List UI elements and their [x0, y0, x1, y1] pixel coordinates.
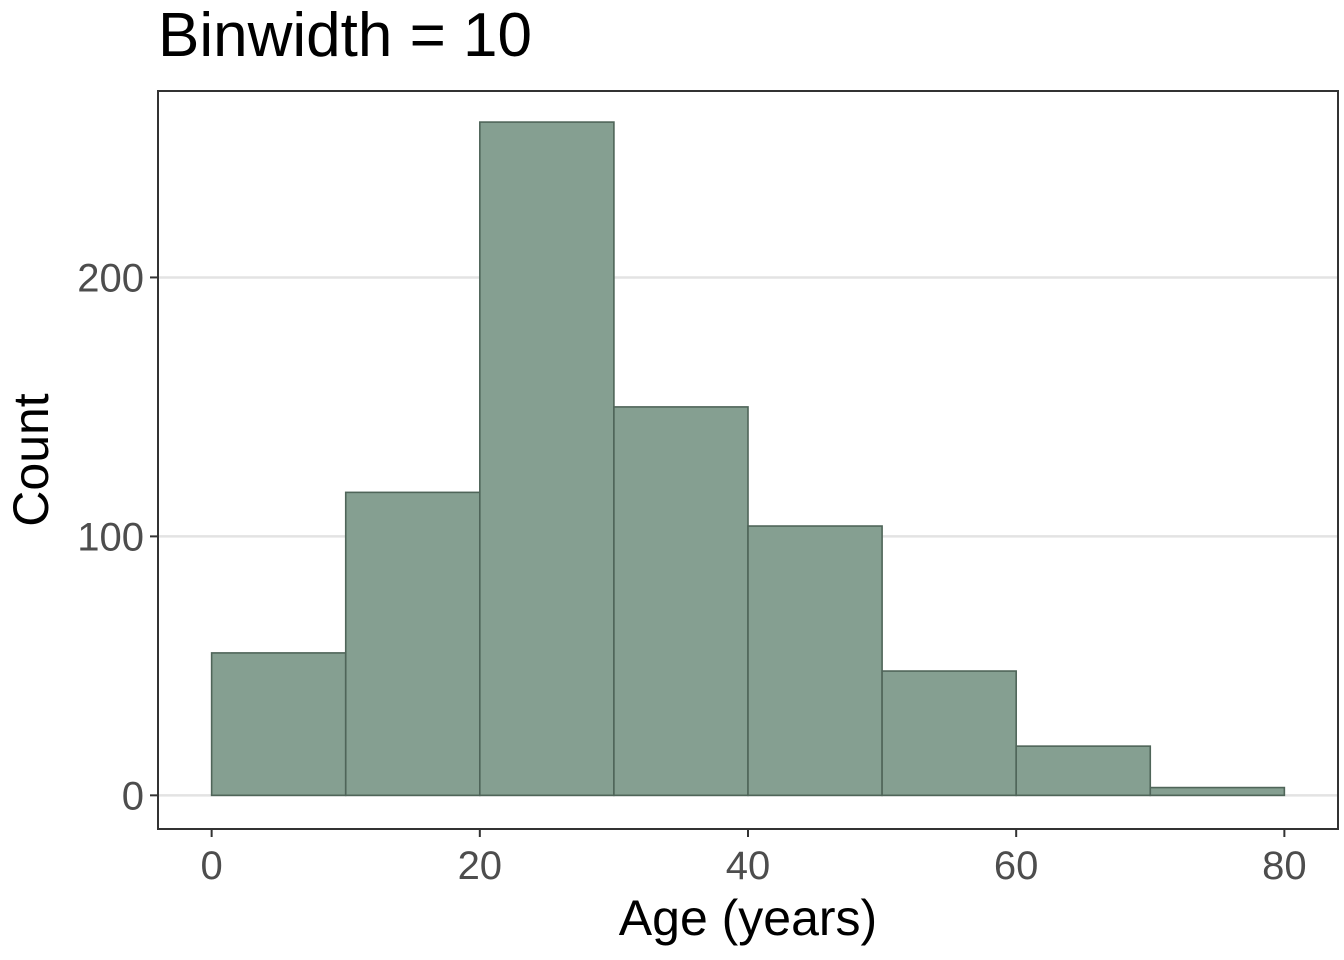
y-tick-label: 100: [77, 515, 144, 559]
x-axis-ticks: 0 20 40 60 80: [201, 829, 1307, 888]
y-axis-ticks: 0 100 200: [77, 256, 158, 818]
x-tick-label: 80: [1262, 844, 1307, 888]
histogram-bar: [1149, 786, 1286, 797]
histogram-bar: [479, 121, 615, 797]
x-tick-label: 0: [201, 844, 223, 888]
y-tick-label: 0: [122, 774, 144, 818]
x-tick-label: 20: [458, 844, 503, 888]
chart-title: Binwidth = 10: [158, 1, 532, 70]
y-axis-title: Count: [3, 393, 59, 527]
x-tick-label: 60: [994, 844, 1039, 888]
x-axis-title: Age (years): [619, 890, 877, 946]
x-tick-label: 40: [726, 844, 771, 888]
histogram-bar: [1015, 745, 1152, 797]
histogram-bar: [881, 670, 1017, 797]
histogram-bar: [747, 525, 883, 797]
histogram-bar: [613, 406, 749, 797]
histogram-bar: [344, 491, 481, 797]
y-tick-label: 200: [77, 256, 144, 300]
histogram-bar: [210, 652, 347, 797]
histogram-bars: [210, 121, 1286, 797]
